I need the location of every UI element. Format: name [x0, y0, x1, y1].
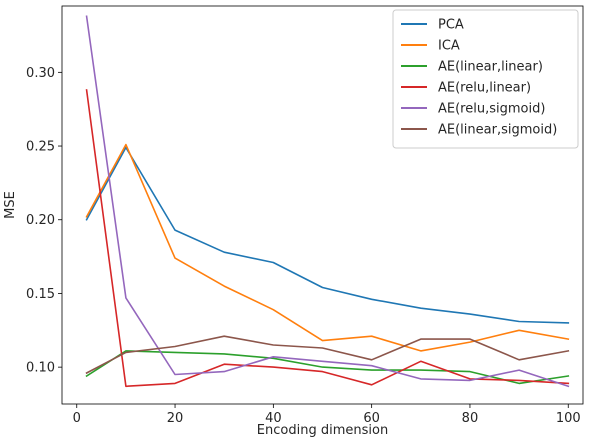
series-line-0: [85, 146, 570, 324]
y-axis-label: MSE: [3, 191, 18, 219]
x-tick-label: 40: [265, 411, 282, 426]
x-tick-label: 80: [462, 411, 479, 426]
legend-label: ICA: [438, 39, 460, 54]
x-tick-label: 60: [363, 411, 380, 426]
y-tick-label: 0.10: [26, 361, 55, 376]
series-line-3: [85, 89, 570, 388]
x-axis-label: Encoding dimension: [257, 423, 388, 438]
legend-label: AE(linear,linear): [438, 60, 543, 75]
plot-frame: [61, 5, 584, 405]
series-line-2: [85, 350, 570, 385]
x-tick-label: 20: [167, 411, 184, 426]
series-line-5: [85, 335, 570, 375]
series-line-1: [85, 143, 570, 352]
legend-label: PCA: [438, 18, 464, 33]
y-tick-label: 0.30: [26, 66, 55, 81]
legend-label: AE(linear,sigmoid): [438, 123, 557, 138]
x-axis-ticks: 0 20 40 60 80 100: [73, 404, 581, 426]
legend-box: [392, 9, 579, 149]
x-tick-label: 100: [556, 411, 581, 426]
legend-label: AE(relu,sigmoid): [438, 102, 545, 117]
y-tick-label: 0.15: [26, 287, 55, 302]
x-tick-label: 0: [73, 411, 81, 426]
y-tick-label: 0.25: [26, 140, 55, 155]
legend: PCA ICA AE(linear,linear) AE(relu,linear) AE…: [392, 9, 579, 149]
legend-label: AE(relu,linear): [438, 81, 531, 96]
y-tick-label: 0.20: [26, 213, 55, 228]
plot-lines: [85, 15, 570, 388]
y-axis-ticks: 0.10 0.15 0.20 0.25 0.30: [26, 66, 62, 376]
